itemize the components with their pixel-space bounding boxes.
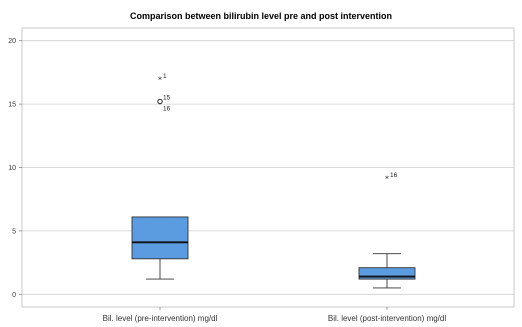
outlier-marker	[157, 98, 163, 105]
x-category-label: Bil. level (pre-intervention) mg/dl	[103, 314, 218, 323]
y-tick-label: 10	[8, 165, 16, 172]
y-tick-label: 15	[8, 102, 16, 109]
y-tick-label: 20	[8, 38, 16, 45]
outlier-marker: *	[158, 75, 162, 84]
outlier-label: 16	[390, 172, 398, 179]
y-tick-label: 0	[12, 292, 16, 299]
outlier-label: 16	[163, 106, 171, 113]
x-category-label: Bil. level (post-intervention) mg/dl	[328, 314, 446, 323]
outlier-marker: *	[385, 174, 389, 183]
outlier-label: 1	[163, 73, 167, 80]
chart-title: Comparison between bilirubin level pre a…	[129, 11, 393, 21]
y-tick-label: 5	[12, 228, 16, 235]
outlier-label: 15	[163, 95, 171, 102]
iqr-box	[131, 216, 189, 260]
iqr-box	[358, 267, 416, 280]
